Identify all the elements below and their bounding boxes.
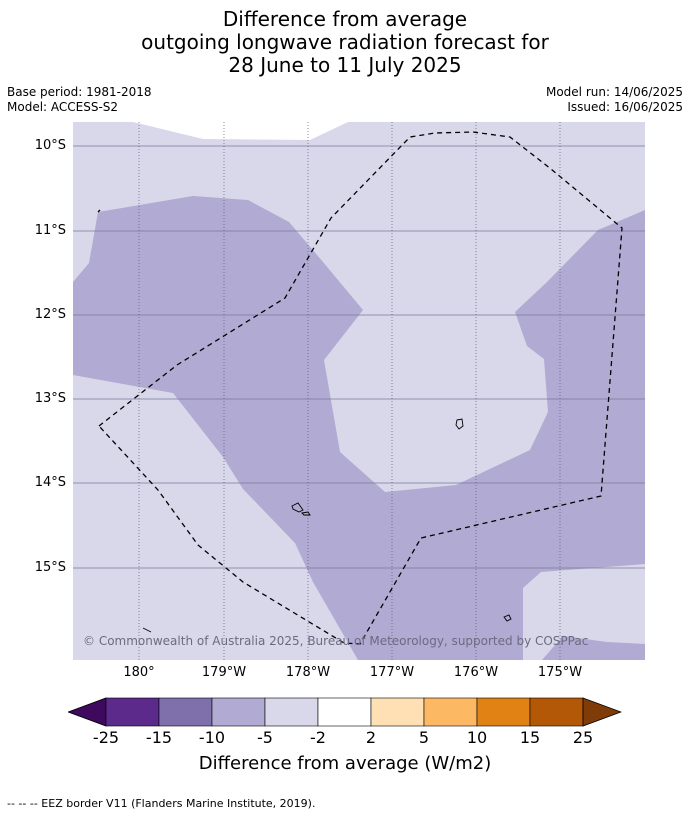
- island-southwest: [142, 627, 152, 633]
- chart-title: Difference from average outgoing longwav…: [0, 8, 690, 77]
- issued-date: Issued: 16/06/2025: [567, 100, 683, 114]
- colorbar-segment-4: [264, 697, 319, 727]
- lon-label-175w: 175°W: [537, 665, 583, 680]
- lat-label-15s: 15°S: [34, 560, 66, 575]
- anomaly-band-southeast: [542, 636, 645, 660]
- colorbar-label: Difference from average (W/m2): [198, 753, 492, 774]
- meta-left: Base period: 1981-2018 Model: ACCESS-S2: [7, 85, 152, 115]
- islands: [142, 418, 512, 633]
- colorbar-segment-1: [105, 697, 160, 727]
- lat-label-12s: 12°S: [34, 307, 66, 322]
- model-run: Model run: 14/06/2025: [545, 85, 683, 99]
- meta-right: Model run: 14/06/2025 Issued: 16/06/2025: [546, 85, 683, 115]
- colorbar-segment-2: [158, 697, 213, 727]
- map-copyright: © Commonwealth of Australia 2025, Bureau…: [83, 634, 588, 648]
- island-southeast: [503, 614, 512, 622]
- colorbar-tick-minus25: -25: [92, 728, 120, 747]
- colorbar-segment-8: [476, 697, 531, 727]
- lon-label-176w: 176°W: [453, 665, 499, 680]
- eez-border: [97, 131, 623, 645]
- colorbar-max-arrow: [582, 697, 622, 727]
- eez-legend: -- -- -- EEZ border V11 (Flanders Marine…: [7, 797, 316, 810]
- colorbar-tick-10: 10: [466, 728, 488, 747]
- lat-label-10s: 10°S: [34, 138, 66, 153]
- colorbar-segment-6: [370, 697, 425, 727]
- colorbar-segment-7: [423, 697, 478, 727]
- colorbar-segment-3: [211, 697, 266, 727]
- colorbar-tick-minus5: -5: [257, 728, 273, 747]
- colorbar-segment-9: [529, 697, 584, 727]
- lon-label-180: 180°: [123, 665, 155, 680]
- colorbar-tick-15: 15: [519, 728, 541, 747]
- title-line-2: outgoing longwave radiation forecast for: [141, 30, 549, 54]
- base-period: Base period: 1981-2018: [7, 85, 152, 99]
- lat-label-13s: 13°S: [34, 391, 66, 406]
- map-panel: © Commonwealth of Australia 2025, Bureau…: [73, 122, 645, 660]
- lat-label-11s: 11°S: [34, 223, 66, 238]
- anomaly-band-minus5-to-minus10: [73, 196, 645, 660]
- lon-label-177w: 177°W: [369, 665, 415, 680]
- colorbar-tick-minus10: -10: [198, 728, 226, 747]
- colorbar: [68, 697, 622, 727]
- island-niuafoou: [455, 418, 464, 430]
- title-line-1: Difference from average: [222, 7, 468, 31]
- lon-label-178w: 178°W: [285, 665, 331, 680]
- white-anomaly-region: [133, 122, 348, 140]
- colorbar-tick-2: 2: [365, 728, 377, 747]
- colorbar-tick-minus15: -15: [145, 728, 173, 747]
- colorbar-tick-25: 25: [572, 728, 594, 747]
- latitude-gridlines: [73, 145, 645, 569]
- island-wallis: [291, 502, 304, 513]
- lon-label-179w: 179°W: [201, 665, 247, 680]
- lat-label-14s: 14°S: [34, 475, 66, 490]
- model-name: Model: ACCESS-S2: [7, 100, 119, 114]
- colorbar-tick-5: 5: [418, 728, 430, 747]
- colorbar-min-arrow: [68, 697, 107, 727]
- island-wallis-east: [301, 511, 311, 516]
- colorbar-tick-minus2: -2: [310, 728, 326, 747]
- colorbar-segment-5: [317, 697, 372, 727]
- title-line-3: 28 June to 11 July 2025: [228, 53, 462, 77]
